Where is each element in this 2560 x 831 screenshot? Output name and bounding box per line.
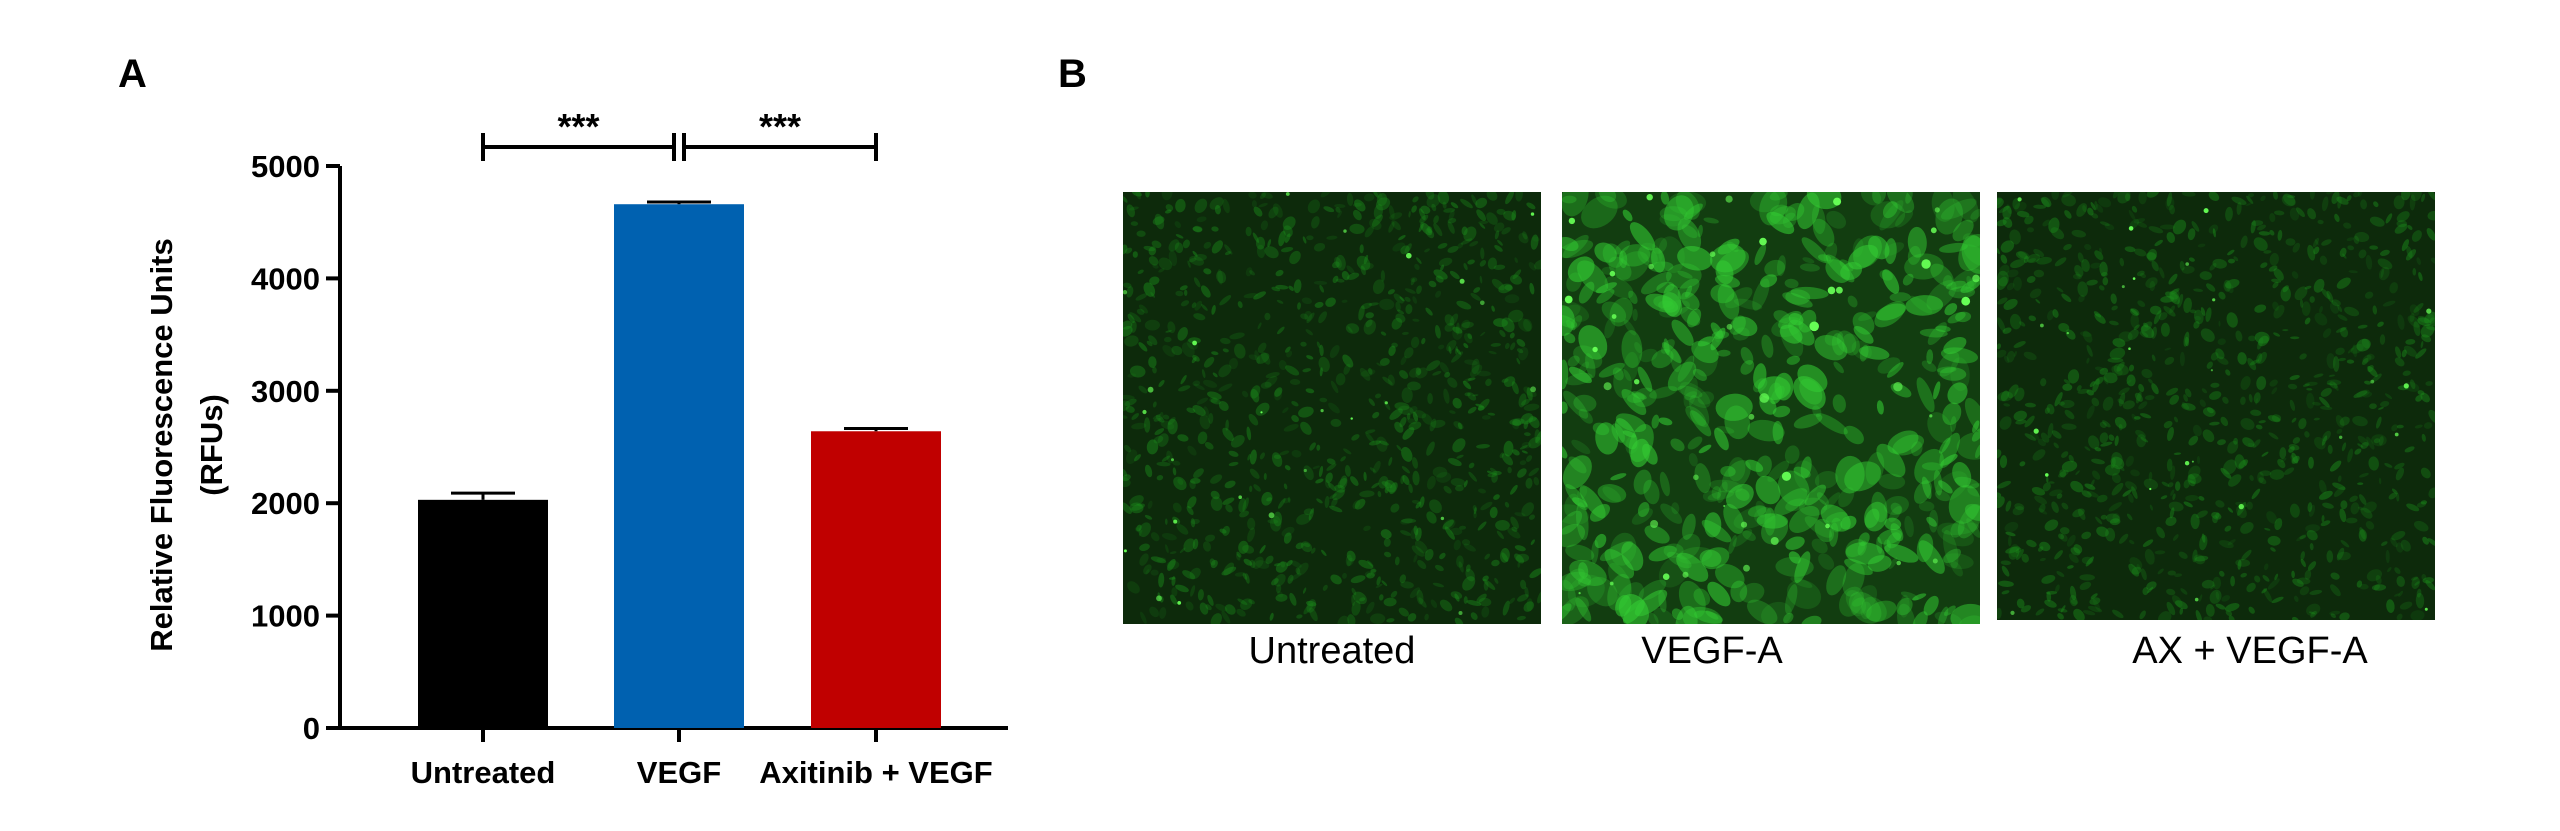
x-tick-label: Axitinib + VEGF (759, 755, 992, 790)
bar-vegf (614, 204, 744, 728)
significance-label: *** (557, 106, 599, 147)
y-tick-label: 5000 (251, 149, 320, 184)
panel-b-label: B (1058, 52, 1087, 96)
bar-chart: 0 1000 2000 3000 4000 5000 Relative Fluorescen… (144, 106, 1008, 790)
significance-label: *** (759, 106, 801, 147)
y-axis-title-line2: (RFUs) (194, 394, 229, 496)
micrograph-ax-vegf-a (1997, 192, 2435, 620)
y-tick-label: 0 (303, 711, 320, 746)
y-tick-label: 2000 (251, 486, 320, 521)
y-tick-label: 4000 (251, 261, 320, 296)
x-tick-label: Untreated (411, 755, 556, 790)
caption-untreated: Untreated (1248, 630, 1416, 672)
x-tick-label: VEGF (637, 755, 721, 790)
caption-vegf-a: VEGF-A (1641, 630, 1783, 672)
y-axis-title: Relative Fluorescence Units (144, 238, 179, 652)
y-tick-label: 3000 (251, 374, 320, 409)
y-tick-label: 1000 (251, 599, 320, 634)
caption-ax-vegf-a: AX + VEGF-A (2132, 630, 2368, 672)
bar-untreated (418, 499, 548, 728)
micrograph-vegf-a (1562, 192, 1980, 624)
micrograph-untreated (1123, 192, 1541, 624)
panel-a-label: A (118, 52, 147, 96)
bar-axitinib-vegf (811, 431, 941, 728)
